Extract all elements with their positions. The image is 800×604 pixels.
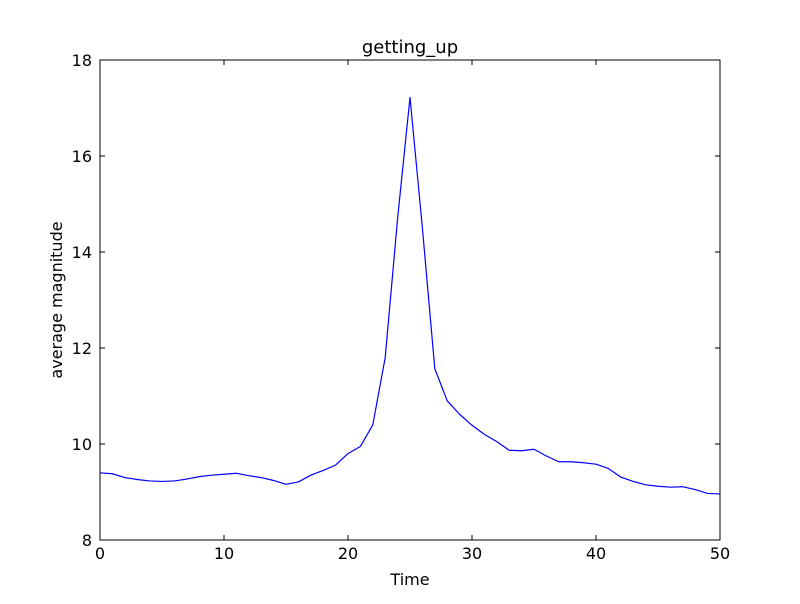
series-line [99, 96, 721, 495]
plot-area [100, 60, 720, 540]
x-axis-label: Time [389, 570, 429, 589]
x-tick-label: 40 [586, 544, 606, 563]
y-tick-label: 18 [72, 51, 92, 70]
chart-title: getting_up [362, 37, 458, 58]
x-tick-label: 30 [462, 544, 482, 563]
ticks-layer: 0 10 20 30 40 50 8 10 12 14 16 18 [72, 51, 731, 563]
plot-frame [99, 59, 721, 541]
x-tick-label: 0 [95, 544, 105, 563]
series-layer [99, 96, 721, 495]
x-tick-label: 50 [710, 544, 730, 563]
x-tick-label: 10 [214, 544, 234, 563]
y-tick-label: 12 [72, 339, 92, 358]
x-tick-label: 20 [338, 544, 358, 563]
y-tick-label: 14 [72, 243, 92, 262]
y-tick-label: 16 [72, 147, 92, 166]
y-axis-label: average magnitude [47, 221, 66, 378]
y-tick-label: 10 [72, 435, 92, 454]
y-tick-label: 8 [82, 531, 92, 550]
